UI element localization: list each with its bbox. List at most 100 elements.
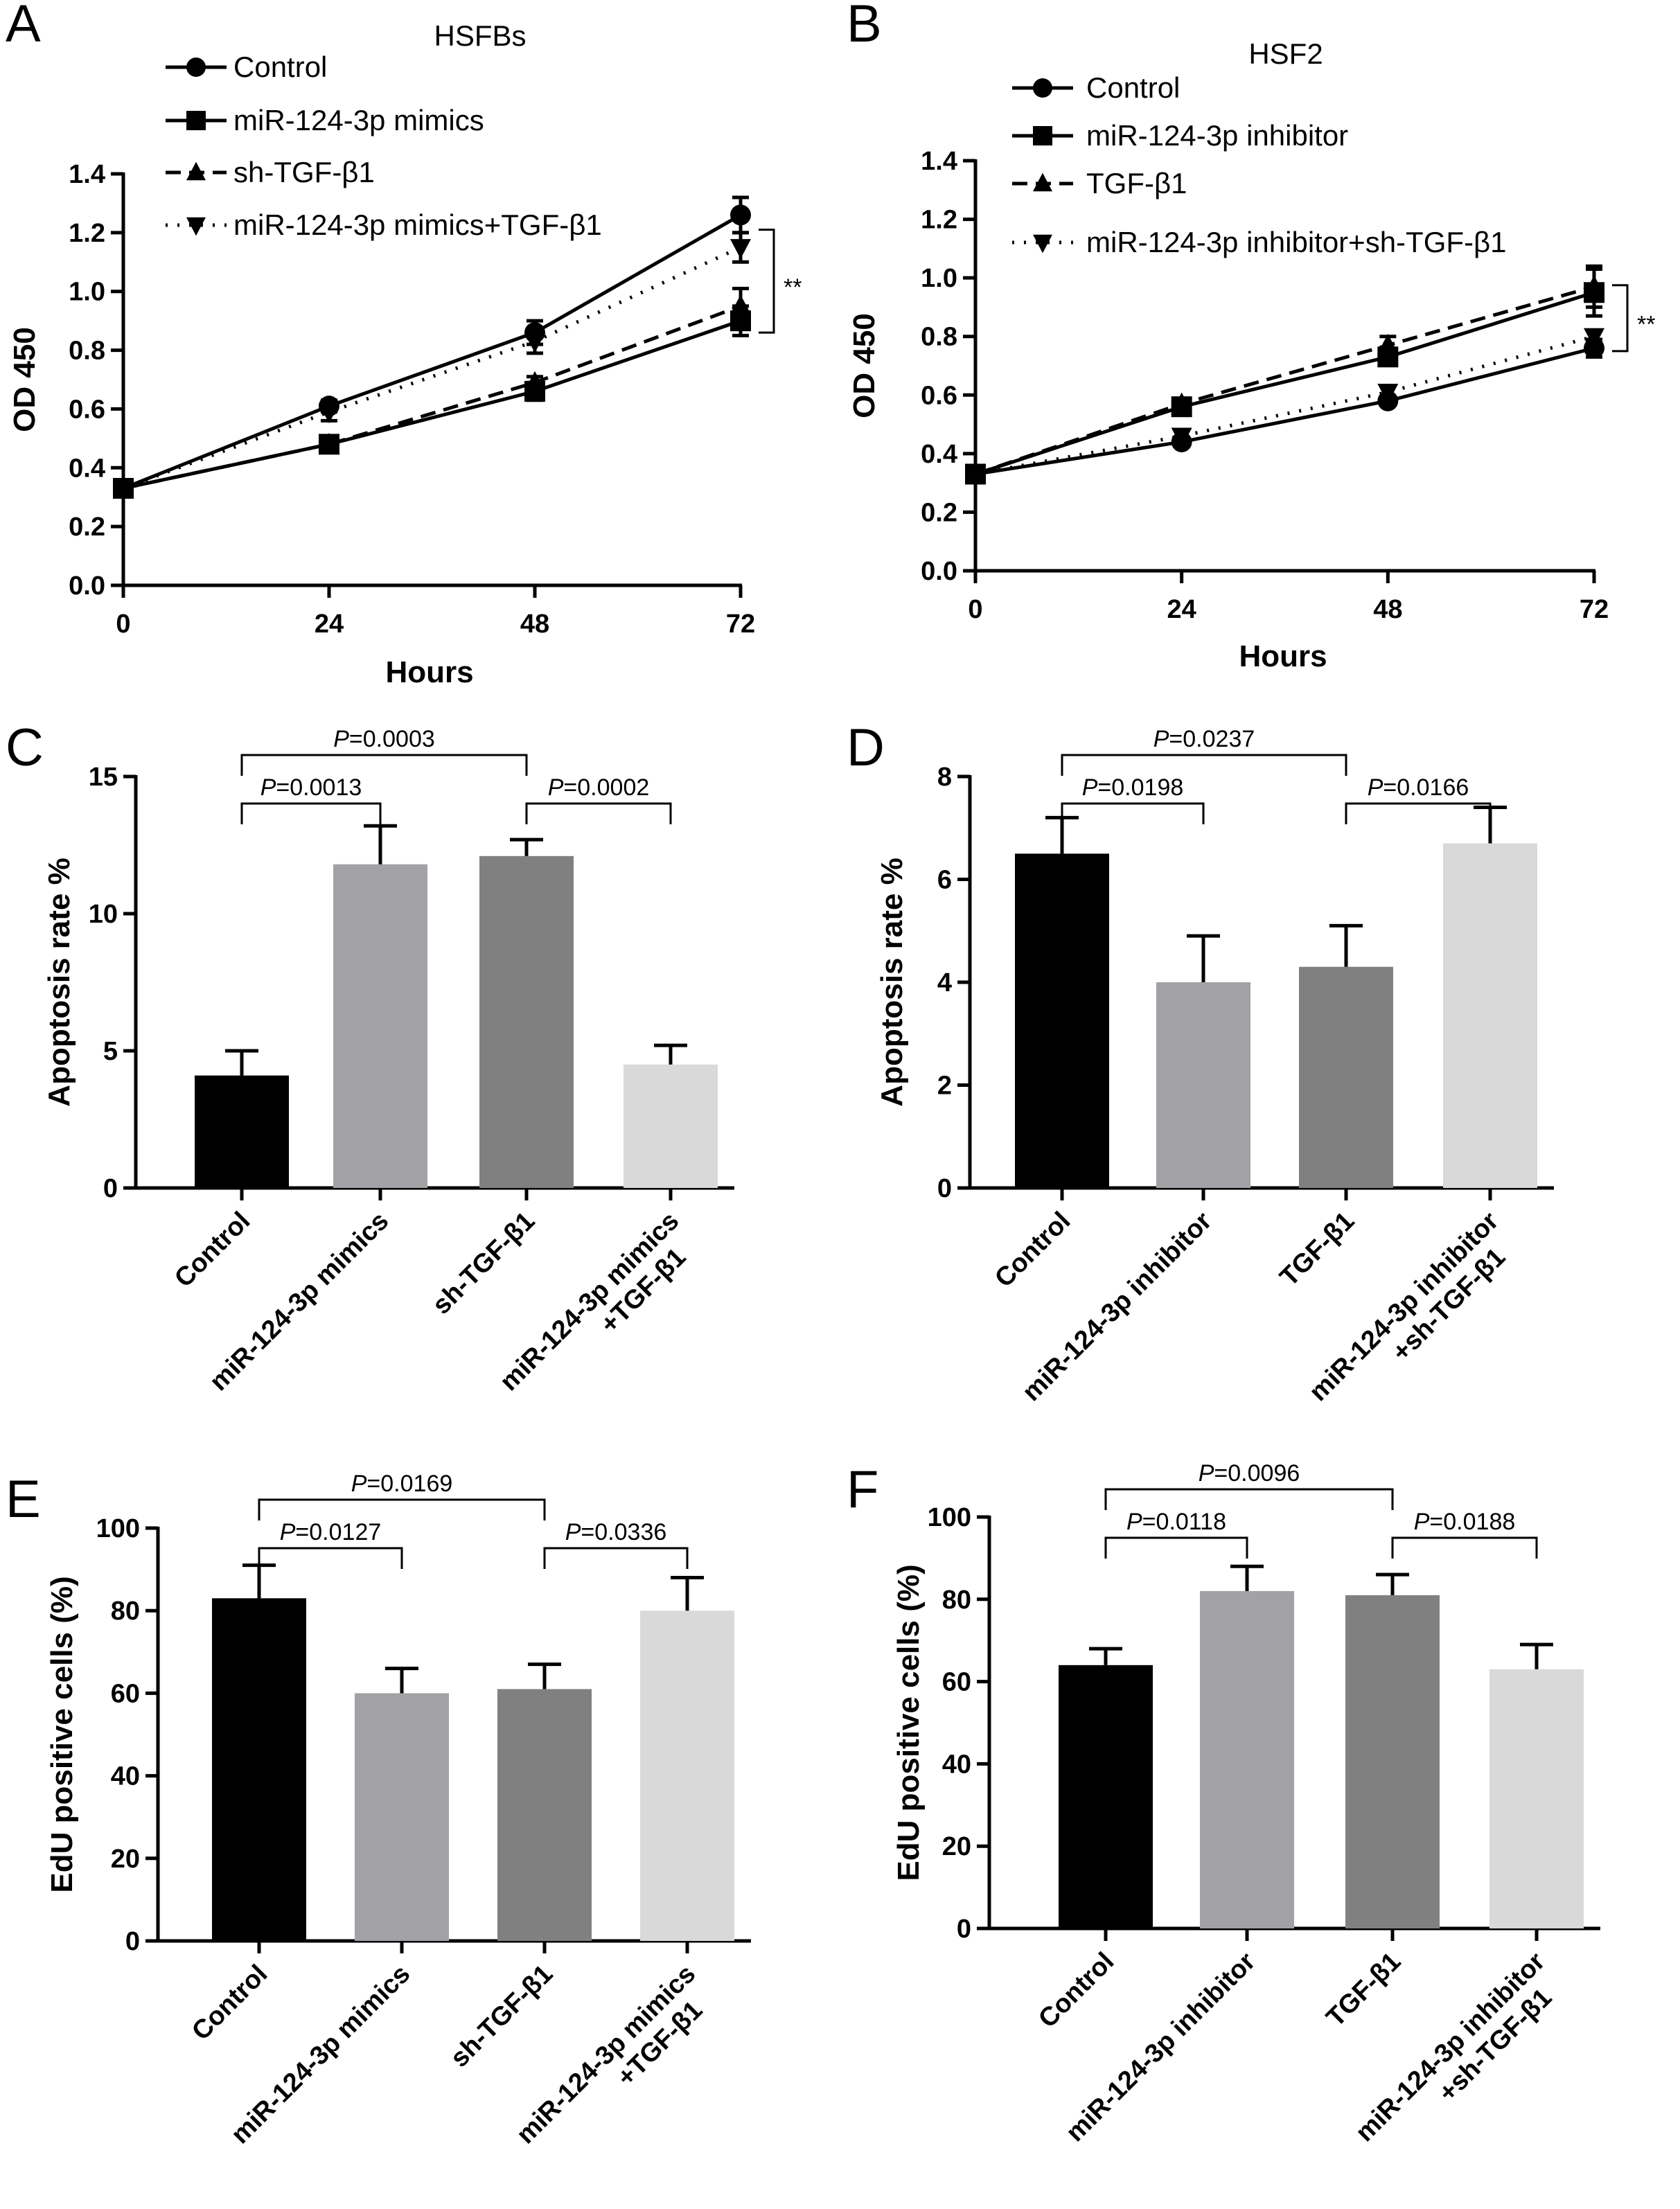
legend-entry: TGF-β1 — [1086, 167, 1187, 199]
x-axis-label: Hours — [1239, 639, 1327, 673]
y-tick-label: 0.4 — [921, 440, 957, 469]
x-tick-label: 0 — [968, 595, 982, 624]
bar-3 — [624, 1064, 718, 1188]
chart-title: HSF2 — [1248, 37, 1323, 70]
significance-bracket — [759, 229, 775, 334]
panel-letter: D — [847, 718, 885, 777]
bar-2 — [1345, 1595, 1440, 1928]
y-tick-label: 1.2 — [69, 219, 105, 248]
y-tick-label: 8 — [937, 763, 952, 792]
p-value-label: P=0.0188 — [1413, 1509, 1516, 1535]
x-tick-label: sh-TGF-β1 — [427, 1207, 540, 1320]
y-tick-label: 80 — [942, 1586, 971, 1615]
bar-1 — [1200, 1590, 1294, 1928]
legend-entry: miR-124-3p mimics — [233, 104, 484, 136]
comparison-bracket — [1345, 802, 1492, 824]
legend-marker — [186, 161, 206, 181]
bar-0 — [1015, 853, 1109, 1188]
data-point — [319, 432, 339, 453]
y-tick-label: 0.4 — [69, 454, 105, 483]
y-tick-label: 60 — [942, 1668, 971, 1697]
y-tick-label: 40 — [111, 1762, 140, 1791]
y-tick-label: 4 — [937, 968, 952, 997]
bar-3 — [640, 1611, 734, 1941]
bar-3 — [1443, 843, 1537, 1188]
y-tick-label: 0.8 — [69, 337, 105, 366]
significance-label: ** — [1637, 311, 1655, 337]
x-axis-label: Hours — [385, 655, 473, 689]
legend-marker — [186, 111, 206, 130]
y-tick-label: 2 — [937, 1072, 952, 1101]
comparison-bracket — [1391, 1536, 1538, 1559]
comparison-bracket — [240, 754, 528, 776]
p-value-label: P=0.0096 — [1198, 1460, 1300, 1487]
y-axis-label: OD 450 — [847, 313, 881, 418]
legend-marker — [1033, 172, 1052, 192]
x-tick-label: TGF-β1 — [1321, 1947, 1407, 2033]
bar-2 — [479, 855, 574, 1188]
x-tick-label-line: TGF-β1 — [1275, 1207, 1361, 1293]
comparison-bracket — [1104, 1488, 1394, 1510]
data-point — [965, 465, 986, 486]
x-tick-label: 48 — [520, 610, 549, 639]
y-axis-label: OD 450 — [8, 327, 42, 432]
p-value-label: P=0.0198 — [1081, 774, 1184, 801]
series-line-miR-124-3p inhibitor+sh-TGF-β1 — [975, 335, 1595, 476]
y-tick-label: 0 — [103, 1174, 118, 1203]
x-tick-label-line: sh-TGF-β1 — [427, 1207, 540, 1320]
panel-letter: B — [847, 0, 882, 53]
y-tick-label: 40 — [942, 1750, 971, 1779]
bar-1 — [1156, 982, 1250, 1188]
p-value-label: P=0.0169 — [351, 1471, 453, 1497]
significance-label: ** — [784, 274, 802, 301]
comparison-bracket — [258, 1498, 546, 1520]
y-tick-label: 20 — [111, 1845, 140, 1874]
series-line-sh-TGF-β1 — [123, 304, 741, 490]
y-axis-label: EdU positive cells (%) — [892, 1564, 926, 1881]
y-tick-label: 1.0 — [69, 278, 105, 307]
legend-marker — [1033, 126, 1052, 145]
data-point — [730, 239, 751, 259]
y-tick-label: 0.0 — [69, 571, 105, 601]
y-tick-label: 60 — [111, 1679, 140, 1708]
legend-entry: miR-124-3p inhibitor+sh-TGF-β1 — [1086, 226, 1507, 258]
legend-entry: Control — [1086, 71, 1180, 104]
y-axis-label: Apoptosis rate % — [875, 858, 909, 1106]
legend-marker — [186, 57, 206, 77]
p-value-label: P=0.0118 — [1126, 1509, 1227, 1535]
legend-marker — [1033, 234, 1052, 254]
panel-letter: F — [847, 1460, 878, 1519]
comparison-bracket — [543, 1547, 689, 1569]
x-tick-label: 24 — [1167, 595, 1196, 624]
y-tick-label: 100 — [96, 1514, 140, 1543]
chart-title: HSFBs — [434, 19, 526, 52]
x-tick-label-line: TGF-β1 — [1321, 1947, 1407, 2033]
series-line-Control — [123, 213, 742, 490]
data-point — [113, 479, 134, 500]
legend-entry: miR-124-3p inhibitor — [1086, 119, 1348, 152]
x-tick-label-line: Control — [1033, 1947, 1120, 2034]
x-tick-label: TGF-β1 — [1275, 1207, 1361, 1293]
series-line-Control — [975, 346, 1595, 476]
data-point — [730, 294, 751, 314]
x-tick-label: Control — [989, 1207, 1076, 1293]
y-tick-label: 0.6 — [921, 381, 957, 410]
x-tick-label: 0 — [116, 610, 130, 639]
y-tick-label: 100 — [928, 1503, 971, 1532]
y-tick-label: 0 — [957, 1915, 971, 1944]
significance-bracket — [1612, 284, 1629, 353]
y-tick-label: 0.2 — [69, 513, 105, 542]
x-tick-label: Control — [186, 1960, 273, 2046]
x-tick-label-line: Control — [989, 1207, 1076, 1293]
y-axis-label: EdU positive cells (%) — [45, 1576, 79, 1892]
y-tick-label: 0.6 — [69, 395, 105, 424]
bar-1 — [355, 1693, 449, 1941]
legend-marker — [1033, 78, 1052, 98]
legend-marker — [186, 217, 206, 236]
x-tick-label-line: Control — [186, 1960, 273, 2046]
x-tick-label-line: Control — [169, 1207, 256, 1293]
y-tick-label: 10 — [89, 900, 118, 929]
bar-2 — [497, 1689, 592, 1941]
p-value-label: P=0.0237 — [1153, 726, 1255, 752]
